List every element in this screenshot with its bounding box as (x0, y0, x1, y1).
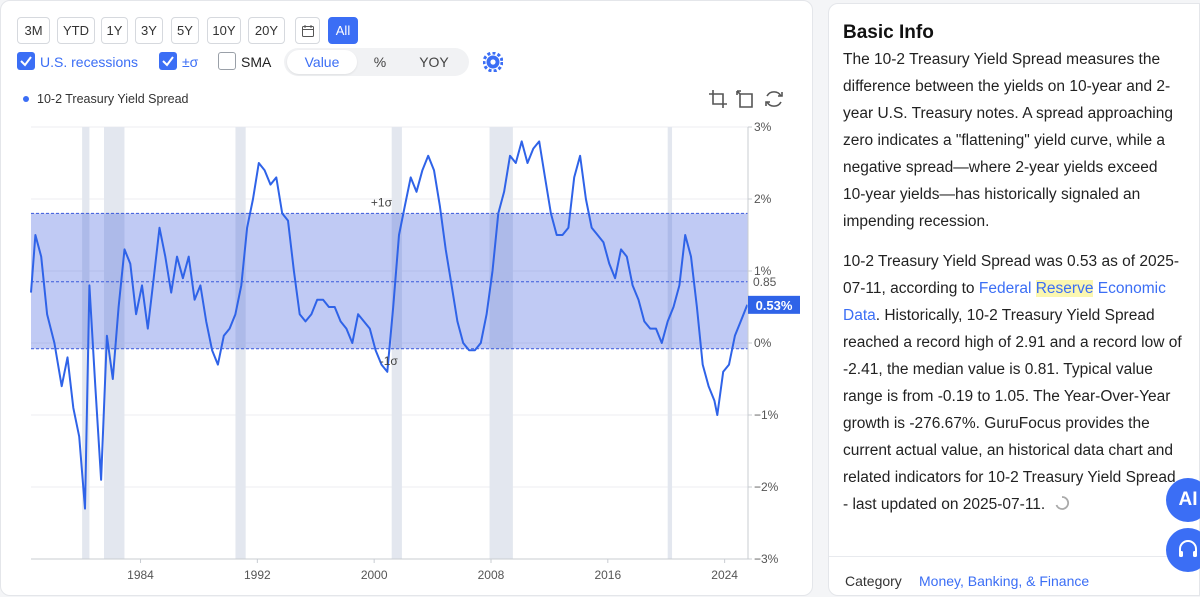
mode-percent[interactable]: % (373, 54, 387, 70)
support-button[interactable] (1166, 528, 1200, 572)
recession-band (82, 127, 90, 559)
mode-yoy[interactable]: YOY (419, 54, 449, 70)
y-tick-label: −2% (754, 480, 779, 494)
legend-series-name: 10-2 Treasury Yield Spread (37, 92, 189, 106)
legend-dot-icon (23, 96, 29, 102)
chart-card: 3M YTD 1Y 3Y 5Y 10Y 20Y All U.S. recessions ±σ … (0, 0, 813, 596)
range-10y[interactable]: 10Y (207, 17, 241, 44)
zoom-reset-icon[interactable] (735, 88, 757, 110)
yield-spread-chart[interactable]: +1σ -1σ 3% 2% 1% 0% −1% −2% −3% 0.85 0.53% 1984 1992… (1, 1, 814, 597)
info-summary: 10-2 Treasury Yield Spread was 0.53 as o… (843, 248, 1183, 518)
y-tick-label: 3% (754, 120, 772, 134)
us-recessions-checkbox[interactable] (17, 52, 35, 70)
x-tick-label: 2016 (594, 568, 621, 582)
x-tick-label: 1984 (127, 568, 154, 582)
recession-band (235, 127, 246, 559)
x-tick-label: 1992 (244, 568, 271, 582)
y-tick-label: 0% (754, 336, 772, 350)
fred-link[interactable]: Federal Reserve Economic Data (843, 280, 1166, 324)
refresh-icon[interactable] (763, 88, 785, 110)
summary-text-start: 10-2 Treasury Yield Spread was 0.53 as o… (843, 253, 1180, 297)
range-3y[interactable]: 3Y (135, 17, 163, 44)
info-title: Basic Info (843, 22, 934, 43)
zoom-select-icon[interactable] (707, 88, 729, 110)
x-tick-label: 2024 (711, 568, 738, 582)
range-all[interactable]: All (328, 17, 358, 44)
ai-assistant-button[interactable]: AI (1166, 478, 1200, 522)
range-3m[interactable]: 3M (17, 17, 50, 44)
current-value-label: 0.53% (756, 298, 793, 313)
range-5y[interactable]: 5Y (171, 17, 199, 44)
range-1y[interactable]: 1Y (101, 17, 128, 44)
category-label: Category (845, 573, 902, 589)
settings-gear-icon[interactable] (483, 52, 503, 72)
upper-sigma-label: +1σ (371, 195, 393, 209)
range-20y[interactable]: 20Y (248, 17, 285, 44)
mode-value[interactable]: Value (287, 50, 357, 74)
y-tick-label: 2% (754, 192, 772, 206)
y-tick-label: −3% (754, 552, 779, 566)
mean-value-label: 0.85 (753, 275, 777, 289)
y-tick-label: −1% (754, 408, 779, 422)
sma-label[interactable]: SMA (241, 54, 272, 70)
loading-spinner-icon (1055, 496, 1069, 510)
mode-segmented-control: Value % YOY (284, 48, 469, 76)
summary-text-end: . Historically, 10-2 Treasury Yield Spre… (843, 307, 1182, 513)
basic-info-panel: Basic Info The 10-2 Treasury Yield Sprea… (828, 3, 1200, 596)
y-tick-label: 1% (754, 264, 772, 278)
sigma-band (31, 213, 748, 349)
series-line[interactable] (30, 140, 749, 510)
calendar-icon (301, 24, 314, 37)
current-value-tag (748, 295, 800, 314)
sigma-checkbox[interactable] (159, 52, 177, 70)
x-tick-label: 2008 (478, 568, 505, 582)
recession-band (104, 127, 125, 559)
us-recessions-label[interactable]: U.S. recessions (40, 54, 139, 70)
calendar-button[interactable] (295, 17, 320, 44)
sma-checkbox[interactable] (218, 52, 236, 70)
chart-legend[interactable]: 10-2 Treasury Yield Spread (23, 92, 188, 106)
info-description: The 10-2 Treasury Yield Spread measures … (843, 51, 1173, 230)
sigma-label[interactable]: ±σ (182, 54, 199, 70)
recession-band (667, 127, 673, 559)
category-link[interactable]: Money, Banking, & Finance (919, 573, 1090, 589)
headset-icon (1179, 540, 1197, 557)
x-tick-label: 2000 (361, 568, 388, 582)
lower-sigma-label: -1σ (380, 354, 399, 368)
recession-band (391, 127, 402, 559)
range-ytd[interactable]: YTD (57, 17, 95, 44)
category-row: Category Money, Banking, & Finance (829, 556, 1199, 595)
